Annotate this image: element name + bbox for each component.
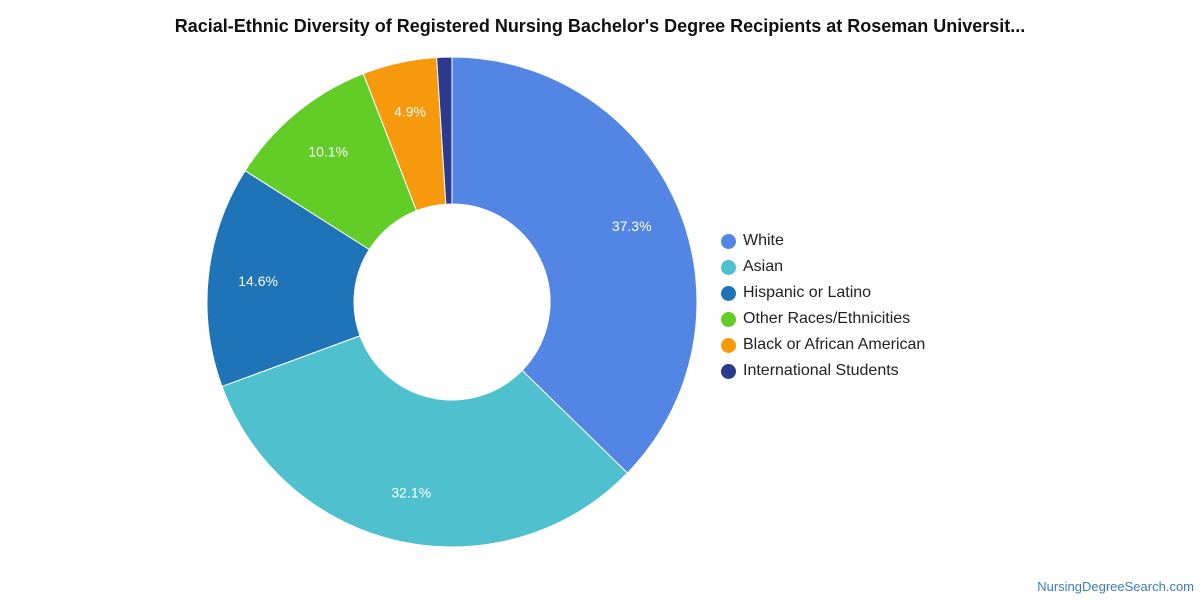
chart-title: Racial-Ethnic Diversity of Registered Nu… bbox=[174, 16, 1026, 36]
slice-label-other-races-ethnicities: 10.1% bbox=[308, 143, 348, 159]
slice-asian[interactable] bbox=[221, 335, 629, 548]
legend-label: Black or African American bbox=[743, 336, 926, 353]
legend-swatch-icon bbox=[721, 259, 736, 275]
legend-label: Hispanic or Latino bbox=[743, 284, 872, 301]
legend-label: International Students bbox=[743, 362, 899, 379]
legend-swatch-icon bbox=[721, 337, 736, 353]
legend-item-international-students[interactable]: International Students bbox=[721, 358, 925, 384]
slice-label-white: 37.3% bbox=[612, 218, 652, 234]
legend-swatch-icon bbox=[721, 233, 736, 249]
slice-label-hispanic-or-latino: 14.6% bbox=[238, 273, 278, 289]
legend-item-asian[interactable]: Asian bbox=[721, 254, 925, 280]
legend-item-hispanic-or-latino[interactable]: Hispanic or Latino bbox=[721, 280, 925, 306]
legend-swatch-icon bbox=[721, 363, 736, 379]
legend-item-other-races-ethnicities[interactable]: Other Races/Ethnicities bbox=[721, 306, 925, 332]
slice-international-students[interactable] bbox=[436, 56, 453, 205]
legend-item-white[interactable]: White bbox=[721, 228, 925, 254]
legend-swatch-icon bbox=[721, 311, 736, 327]
legend: White Asian Hispanic or Latino Other Races/… bbox=[721, 228, 925, 384]
slice-label-black-or-african-american: 4.9% bbox=[394, 104, 426, 120]
legend-label: Other Races/Ethnicities bbox=[743, 310, 911, 327]
slice-label-asian: 32.1% bbox=[391, 485, 431, 501]
legend-label: White bbox=[743, 232, 784, 249]
slice-white[interactable] bbox=[451, 56, 698, 474]
slice-hispanic-or-latino[interactable] bbox=[206, 170, 370, 388]
source-watermark[interactable]: NursingDegreeSearch.com bbox=[1037, 579, 1194, 594]
legend-item-black-or-african-american[interactable]: Black or African American bbox=[721, 332, 925, 358]
legend-label: Asian bbox=[743, 258, 784, 275]
legend-swatch-icon bbox=[721, 285, 736, 301]
